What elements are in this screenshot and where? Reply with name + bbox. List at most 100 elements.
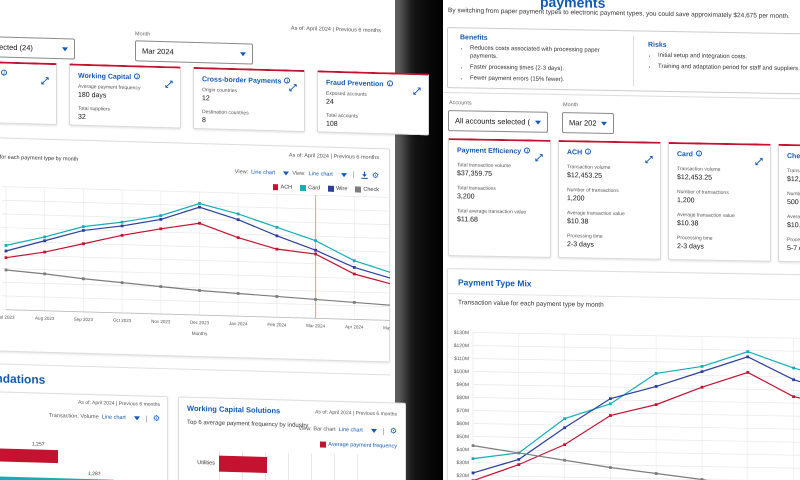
kpi-title-text: Payment Efficiency: [457, 147, 522, 156]
as-of-text: As of: April 2024 | Previous 6 months: [290, 25, 381, 35]
kpi-title: ACH i: [567, 148, 592, 156]
gear-icon[interactable]: ⚙: [389, 426, 397, 436]
info-icon[interactable]: i: [1, 69, 7, 76]
metric-label: Total suppliers: [78, 105, 110, 113]
gear-icon[interactable]: ⚙: [152, 413, 160, 423]
metric-label: Exposed accounts: [326, 90, 367, 98]
risks-column: Risks Initial setup and integration cost…: [648, 42, 800, 78]
value-label: 1,287: [88, 470, 101, 478]
chevron-down-icon: [133, 416, 140, 421]
svg-text:$100M: $100M: [454, 369, 469, 375]
metric-value: 3,200: [457, 192, 475, 201]
chevron-down-icon: [535, 120, 541, 125]
svg-text:May 2024: May 2024: [383, 325, 390, 331]
expand-icon[interactable]: [535, 149, 543, 162]
svg-text:$60M: $60M: [456, 421, 469, 427]
month-dropdown[interactable]: Mar 2024: [135, 40, 253, 65]
metric-label: Origin countries: [202, 87, 238, 95]
expand-icon[interactable]: [755, 152, 763, 166]
chevron-down-icon: [601, 121, 607, 126]
metric-label: Processing time: [787, 237, 800, 244]
metric-value: 1,200: [677, 196, 695, 204]
benefits-column: Benefits Reduces costs associated with p…: [460, 34, 625, 88]
bar-chart-legend: Average payment frequency: [320, 441, 397, 450]
kpi-card[interactable]: Checki Transaction volume$12,453.25 Number…: [778, 143, 800, 264]
chevron-down-icon: [62, 46, 68, 51]
volume-card-controls: Transaction: Volume Line chart ⚙: [49, 412, 160, 423]
wcs-card-controls: View: Bar chart Line chart ⚙: [298, 425, 397, 436]
accounts-dropdown-value: All accounts selected (24): [0, 41, 33, 53]
view-select[interactable]: Line chart: [251, 169, 276, 176]
kpi-card[interactable]: Fraud Prevention i Exposed accounts 24 Total…: [317, 70, 429, 136]
metric-value: 8: [202, 116, 206, 124]
kpi-card[interactable]: ACH i Transaction volume $12,453.25 Number o…: [558, 140, 661, 260]
accounts-dropdown-value: All accounts selected (24): [455, 116, 530, 127]
metric-label: Destination countries: [202, 109, 249, 117]
payment-type-chart-card: As of: April 2024 | Previous 6 months Tr…: [0, 135, 424, 363]
svg-text:Oct 2023: Oct 2023: [113, 318, 132, 324]
export-icon[interactable]: [360, 171, 369, 180]
metric-label: Transaction volume: [787, 168, 800, 175]
chart-subtitle: Transaction value for each payment type …: [0, 153, 79, 163]
column-divider: [633, 35, 634, 87]
as-of-text: As of: April 2024 | Previous 6 months: [78, 399, 160, 408]
gear-icon[interactable]: ⚙: [371, 170, 379, 180]
benefit-item: Fewer payment errors (15% fewer).: [470, 75, 625, 86]
chart-type-select[interactable]: Line chart: [338, 426, 363, 434]
month-filter-label: Month: [563, 102, 579, 109]
divider: [382, 427, 384, 435]
month-dropdown-value: Mar 2024: [569, 118, 596, 128]
transaction-volume-card: As of: April 2024 | Previous 6 months Tr…: [0, 389, 168, 480]
info-icon[interactable]: i: [585, 148, 592, 155]
kpi-card[interactable]: Card i Transaction volume $12,453.25 Number …: [668, 141, 771, 262]
chevron-down-icon: [340, 172, 347, 177]
metric-label: Total transaction volume: [457, 162, 511, 170]
metric-label: Number of transactions: [677, 189, 729, 196]
kpi-metric: Number of transactions 1,200: [677, 189, 729, 204]
kpi-metric: Exposed accounts 24: [326, 91, 367, 107]
view-label: View:: [234, 168, 249, 175]
kpi-title: Payment Efficiency i: [457, 146, 531, 156]
kpi-card[interactable]: Payment Efficiency i Total transaction vol…: [448, 138, 551, 258]
info-icon[interactable]: i: [524, 147, 531, 154]
transaction-volume-label: Transaction: Volume: [48, 412, 99, 421]
metric-value: 2-3 days: [677, 242, 704, 251]
volume-bar-chart: 1,257 1,287: [0, 391, 167, 480]
metric-label: Number of transactions: [787, 191, 800, 198]
expand-icon[interactable]: [165, 75, 173, 88]
svg-text:Months: Months: [192, 331, 208, 337]
metric-value: $12,453.25: [567, 171, 603, 180]
month-dropdown[interactable]: Mar 2024: [562, 112, 614, 134]
metric-value: 32: [78, 113, 86, 121]
accounts-dropdown[interactable]: All accounts selected (24): [448, 110, 548, 133]
industry-bar-chart: Utilities: [179, 398, 405, 480]
info-icon[interactable]: i: [386, 80, 393, 87]
kpi-title-text: Fraud Prevention: [326, 79, 384, 89]
view-select[interactable]: Line chart: [308, 170, 333, 178]
kpi-card[interactable]: Working Capital i Average payment frequenc…: [69, 63, 181, 129]
kpi-metric: Total accounts 108: [326, 113, 358, 128]
kpi-card[interactable]: Cross-border Payments i Origin countries 12…: [193, 66, 305, 133]
kpi-card[interactable]: iCard$12,453.25Wire$12,453.25: [0, 59, 57, 126]
kpi-title: Checki: [787, 152, 800, 161]
expand-icon[interactable]: [645, 151, 653, 164]
accounts-dropdown[interactable]: All accounts selected (24): [0, 34, 75, 60]
left-dashboard-panel: As of: April 2024 | Previous 6 months Mo…: [0, 0, 429, 480]
info-icon[interactable]: i: [695, 150, 702, 157]
kpi-metric: Transaction volume$12,453.25: [677, 166, 720, 181]
bar: [219, 455, 267, 473]
metric-label: Processing time: [567, 233, 603, 240]
metric-value: $12,453.25: [677, 173, 713, 182]
chart-type-select[interactable]: Line chart: [101, 414, 126, 422]
month-dropdown-value: Mar 2024: [142, 46, 174, 57]
benefit-item: Reduces costs associated with processing…: [470, 44, 625, 63]
divider: [145, 415, 147, 423]
expand-icon[interactable]: [413, 82, 421, 95]
expand-icon[interactable]: [289, 79, 297, 92]
working-capital-solutions-card: Working Capital Solutions As of: April 2…: [178, 396, 406, 480]
expand-icon[interactable]: [41, 72, 49, 85]
kpi-metric: Total suppliers 32: [78, 106, 110, 121]
kpi-title-text: Working Capital: [78, 72, 132, 82]
info-icon[interactable]: i: [134, 73, 141, 80]
